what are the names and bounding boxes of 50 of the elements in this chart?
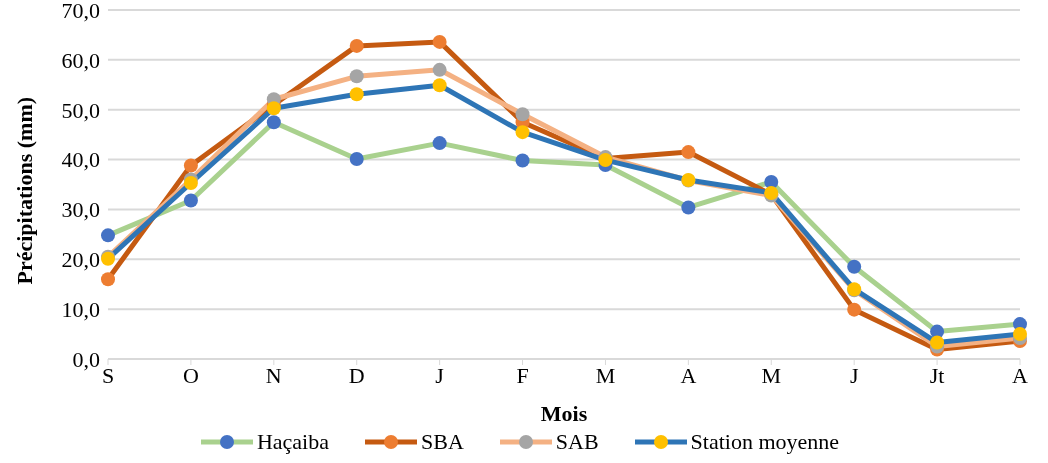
point bbox=[101, 228, 115, 243]
point bbox=[183, 193, 198, 208]
x-tick-label: M bbox=[595, 362, 616, 388]
y-tick-label: 10,0 bbox=[61, 296, 100, 322]
point bbox=[432, 62, 447, 77]
point bbox=[847, 259, 862, 274]
point bbox=[183, 158, 198, 173]
point bbox=[349, 38, 364, 53]
point bbox=[432, 136, 447, 151]
y-tick-label: 60,0 bbox=[61, 47, 100, 73]
x-tick-label: J bbox=[435, 362, 445, 388]
point bbox=[266, 115, 281, 130]
point bbox=[515, 125, 530, 140]
point bbox=[101, 272, 115, 287]
point bbox=[349, 69, 364, 84]
x-tick-label: S bbox=[101, 362, 115, 388]
point bbox=[681, 200, 696, 215]
point bbox=[681, 145, 696, 160]
y-tick-label: 30,0 bbox=[61, 197, 100, 223]
y-tick-label: 40,0 bbox=[61, 147, 100, 173]
y-tick-label: 50,0 bbox=[61, 97, 100, 123]
point bbox=[349, 87, 364, 102]
point bbox=[1013, 327, 1027, 342]
point bbox=[266, 101, 281, 116]
point bbox=[515, 153, 530, 168]
point bbox=[930, 335, 945, 350]
y-axis-title: Précipitations (mm) bbox=[11, 96, 37, 285]
y-tick-label: 70,0 bbox=[61, 0, 100, 23]
y-tick-label: 0,0 bbox=[72, 346, 100, 372]
x-tick-label: O bbox=[182, 362, 199, 388]
x-tick-label: J bbox=[849, 362, 859, 388]
point bbox=[183, 176, 198, 190]
x-tick-label: Jt bbox=[929, 362, 945, 388]
legend-label: SBA bbox=[420, 429, 464, 455]
point bbox=[432, 34, 447, 49]
legend-label: Station moyenne bbox=[690, 429, 840, 455]
point bbox=[349, 152, 364, 167]
legend-label: Haçaiba bbox=[256, 429, 329, 455]
point bbox=[432, 78, 447, 93]
x-tick-label: F bbox=[516, 362, 529, 388]
y-tick-label: 20,0 bbox=[61, 247, 100, 273]
x-tick-label: M bbox=[761, 362, 782, 388]
point bbox=[515, 107, 530, 122]
x-axis-title: Mois bbox=[540, 401, 588, 426]
x-tick-label: D bbox=[348, 362, 365, 388]
x-tick-label: A bbox=[680, 362, 697, 388]
x-tick-label: A bbox=[1012, 362, 1029, 388]
x-tick-label: N bbox=[265, 362, 282, 388]
legend-label: SAB bbox=[555, 429, 599, 455]
point bbox=[847, 302, 862, 317]
